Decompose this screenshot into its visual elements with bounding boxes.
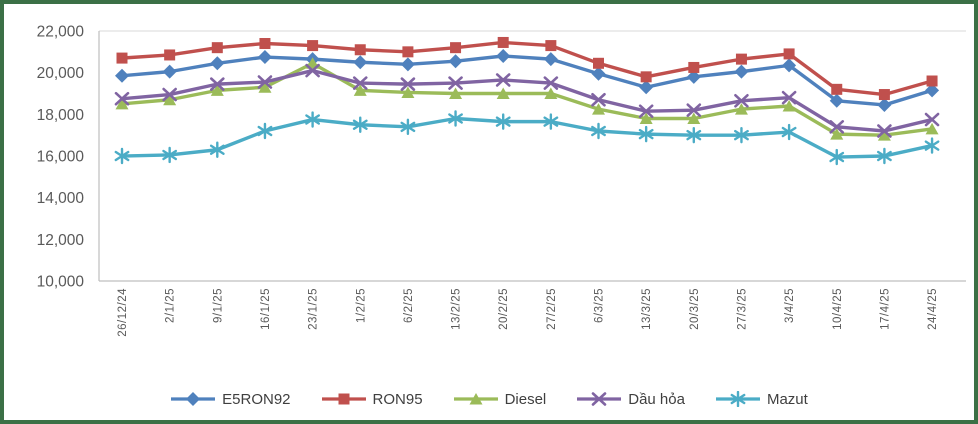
- legend-marker-diamond-icon: [171, 392, 216, 406]
- y-tick-label: 12,000: [37, 232, 85, 249]
- x-tick-label: 27/2/25: [546, 288, 558, 330]
- x-tick-label: 23/1/25: [308, 288, 320, 330]
- x-tick-label: 3/4/25: [784, 288, 796, 323]
- y-tick-label: 16,000: [37, 149, 85, 166]
- legend-item-E5RON92: E5RON92: [170, 390, 291, 408]
- x-tick-label: 27/3/25: [736, 288, 748, 330]
- plot-area: 22,000 20,000 18,000 16,000 14,000 12,000 10,0…: [37, 24, 966, 337]
- series-line: [120, 40, 934, 97]
- x-tick-label: 26/12/24: [117, 288, 129, 337]
- series-line: [120, 61, 934, 137]
- x-tick-label: 6/3/25: [594, 288, 606, 323]
- x-tick-label: 17/4/25: [879, 288, 891, 330]
- series-Mazut: [114, 110, 940, 166]
- legend-item-Mazut: Mazut: [715, 391, 808, 408]
- x-tick-label: 13/3/25: [641, 288, 653, 330]
- legend-marker-triangle-icon: [453, 393, 498, 405]
- legend-label: Diesel: [504, 390, 547, 408]
- legend-item-Dầu hỏa: Dầu hỏa: [576, 391, 685, 408]
- y-tick-label: 14,000: [37, 190, 85, 207]
- y-tick-label: 20,000: [37, 65, 85, 82]
- series-line: [120, 68, 934, 133]
- legend-marker-star-icon: [715, 391, 760, 407]
- legend-item-RON95: RON95: [321, 391, 423, 408]
- y-tick-label: 18,000: [37, 107, 85, 124]
- legend-marker-square-icon: [321, 393, 366, 405]
- y-tick-label: 22,000: [37, 24, 85, 41]
- x-tick-label: 10/4/25: [832, 288, 844, 330]
- x-tick-label: 1/2/25: [355, 288, 367, 323]
- series-line: [120, 116, 934, 159]
- legend-label: Dầu hỏa: [628, 390, 685, 408]
- series-line: [120, 54, 934, 107]
- x-tick-label: 9/1/25: [212, 288, 224, 323]
- x-tick-label: 6/2/25: [403, 288, 415, 323]
- x-tick-label: 2/1/25: [165, 288, 177, 323]
- series-E5RON92: [115, 49, 940, 112]
- legend-label: Mazut: [766, 390, 808, 408]
- legend-item-Diesel: Diesel: [453, 390, 547, 408]
- series-RON95: [116, 36, 938, 101]
- legend-label: E5RON92: [222, 390, 291, 408]
- x-tick-label: 24/4/25: [927, 288, 939, 330]
- x-tick-label: 13/2/25: [451, 288, 463, 330]
- x-tick-label: 20/3/25: [689, 288, 701, 330]
- x-tick-label: 20/2/25: [498, 288, 510, 330]
- legend: E5RON92 RON95 Diesel Dầu hỏa Mazut: [4, 382, 974, 416]
- series-Dầu hỏa: [114, 63, 940, 138]
- series-Diesel: [115, 57, 939, 141]
- x-tick-label: 16/1/25: [260, 288, 272, 330]
- y-tick-label: 10,000: [37, 274, 85, 291]
- legend-label: RON95: [372, 390, 423, 408]
- legend-marker-x-icon: [577, 392, 622, 406]
